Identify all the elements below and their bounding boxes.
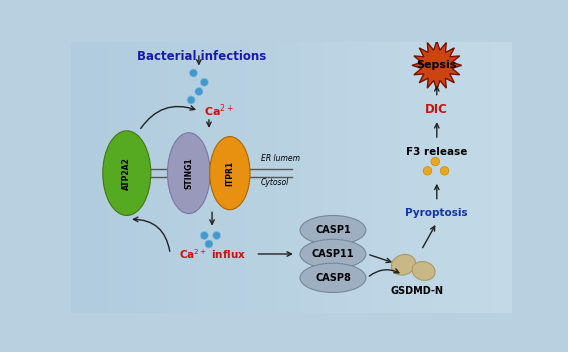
Text: Pyroptosis: Pyroptosis <box>406 208 468 218</box>
Ellipse shape <box>300 215 366 245</box>
Text: F3 release: F3 release <box>406 146 467 157</box>
Ellipse shape <box>391 254 416 275</box>
Ellipse shape <box>412 262 435 280</box>
Text: DIC: DIC <box>425 103 448 116</box>
Text: CASP11: CASP11 <box>312 249 354 259</box>
Text: GSDMD-N: GSDMD-N <box>391 285 444 296</box>
Text: Ca$^{2+}$ influx: Ca$^{2+}$ influx <box>178 247 245 261</box>
Text: Cytosol: Cytosol <box>261 178 289 188</box>
Ellipse shape <box>300 263 366 293</box>
Text: ITPR1: ITPR1 <box>225 161 235 186</box>
Circle shape <box>195 88 203 95</box>
Ellipse shape <box>300 239 366 269</box>
Circle shape <box>431 157 440 166</box>
Text: Bacterial infections: Bacterial infections <box>136 50 266 63</box>
Circle shape <box>212 232 221 239</box>
Text: STING1: STING1 <box>184 157 193 189</box>
Text: CASP1: CASP1 <box>315 225 351 235</box>
Ellipse shape <box>210 137 250 210</box>
Circle shape <box>205 240 213 248</box>
Circle shape <box>440 166 449 175</box>
Text: Sepsis: Sepsis <box>416 60 457 70</box>
Circle shape <box>201 78 208 86</box>
Circle shape <box>187 96 195 104</box>
Circle shape <box>423 166 432 175</box>
Text: ATP2A2: ATP2A2 <box>122 157 131 189</box>
Text: CASP8: CASP8 <box>315 273 351 283</box>
Ellipse shape <box>168 133 210 214</box>
Circle shape <box>189 69 198 77</box>
Text: Ca$^{2+}$: Ca$^{2+}$ <box>204 102 234 119</box>
Ellipse shape <box>103 131 151 215</box>
Polygon shape <box>412 41 462 90</box>
Circle shape <box>201 232 208 239</box>
Text: ER lumem: ER lumem <box>261 154 300 163</box>
